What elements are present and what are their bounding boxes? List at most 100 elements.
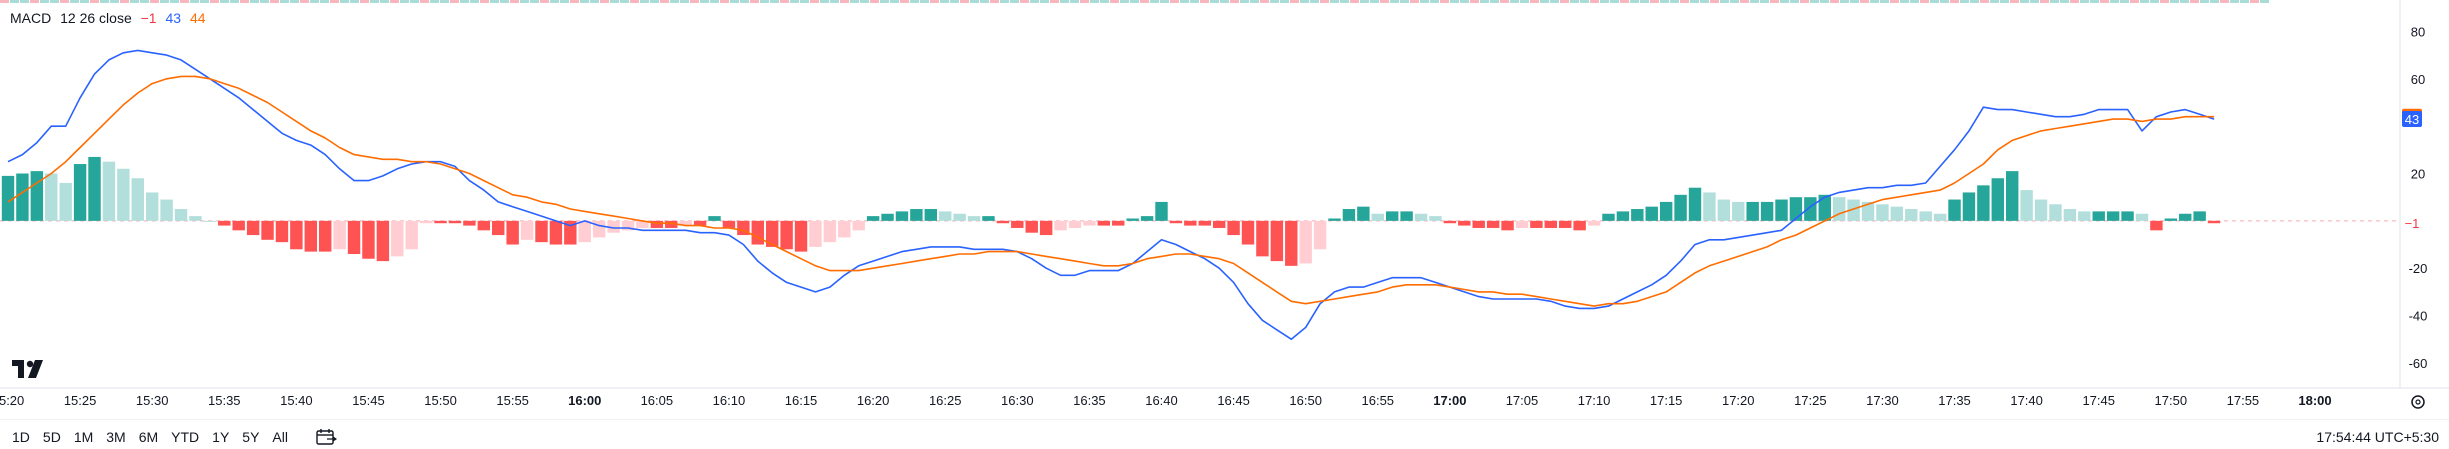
- x-tick-label: 15:30: [136, 393, 169, 408]
- histogram-bar-1740: [2020, 190, 2033, 221]
- histogram-bar-1750: [2164, 218, 2178, 221]
- histogram-bar-1533: [189, 216, 202, 221]
- histogram-bar-1734: [1933, 213, 1947, 221]
- histogram-bar-1522: [30, 171, 44, 221]
- histogram-bar-1655: [1371, 213, 1384, 221]
- histogram-bar-1627: [967, 216, 981, 221]
- x-tick-label: 17:00: [1433, 393, 1466, 408]
- histogram-bar-1735: [1948, 199, 1961, 221]
- histogram-bar-1553: [477, 220, 491, 231]
- timeframe-ytd-button[interactable]: YTD: [171, 429, 200, 445]
- histogram-bar-1652: [1328, 218, 1341, 221]
- last-value-badge: [2402, 215, 2422, 232]
- histogram-bar-1549: [419, 220, 433, 224]
- histogram-bar-1521: [16, 173, 29, 221]
- histogram-bar-1543: [333, 220, 346, 250]
- clock-timezone[interactable]: 17:54:44 UTC+5:30: [2316, 429, 2439, 445]
- x-tick-label: 17:25: [1794, 393, 1827, 408]
- histogram-bar-1558: [549, 220, 563, 245]
- x-tick-label: 17:55: [2227, 393, 2260, 408]
- x-tick-label: 17:05: [1506, 393, 1539, 408]
- histogram-bar-1646: [1241, 220, 1255, 245]
- histogram-bar-1645: [1227, 220, 1240, 236]
- histogram-bar-1622: [895, 211, 909, 221]
- x-tick-label: 17:30: [1866, 393, 1899, 408]
- x-tick-label: 15:50: [424, 393, 457, 408]
- histogram-bar-1729: [1861, 201, 1875, 221]
- legend-histogram-value: −1: [140, 10, 157, 26]
- histogram-bar-1712: [1616, 211, 1630, 221]
- gear-icon[interactable]: [2411, 395, 2425, 409]
- histogram-bar-1552: [463, 220, 476, 226]
- histogram-bar-1739: [2005, 171, 2019, 221]
- histogram-bar-1749: [2150, 220, 2163, 231]
- histogram-bar-1636: [1097, 220, 1111, 226]
- histogram-bar-1538: [261, 220, 274, 240]
- histogram-bar-1525: [73, 164, 87, 221]
- histogram-bar-1654: [1357, 206, 1370, 221]
- x-tick-label: 17:20: [1722, 393, 1755, 408]
- histogram-bar-1638: [1126, 218, 1139, 221]
- histogram-bar-1752: [2193, 211, 2206, 221]
- histogram-bar-1742: [2049, 204, 2062, 221]
- histogram-bar-1616: [809, 220, 822, 247]
- histogram-bar-1732: [1905, 209, 1918, 221]
- histogram-bar-1532: [174, 209, 188, 221]
- histogram-bar-1711: [1602, 213, 1615, 221]
- histogram-bar-1733: [1919, 211, 1932, 221]
- timeframe-5y-button[interactable]: 5Y: [242, 429, 260, 445]
- histogram-bar-1641: [1169, 220, 1183, 224]
- y-tick-label: -40: [2409, 309, 2428, 324]
- timeframe-1m-button[interactable]: 1M: [73, 429, 94, 445]
- legend-macd-value: 43: [165, 10, 182, 26]
- tradingview-logo-icon[interactable]: [12, 360, 46, 383]
- histogram-bar-1618: [838, 220, 851, 238]
- histogram-bar-1630: [1011, 220, 1024, 228]
- histogram-bar-1708: [1559, 220, 1572, 228]
- histogram-bar-1724: [1789, 197, 1803, 221]
- histogram-bar-1539: [275, 220, 289, 243]
- timeframe-3m-button[interactable]: 3M: [106, 429, 126, 445]
- histogram-bar-1658: [1414, 213, 1428, 221]
- histogram-bar-1701: [1458, 220, 1471, 226]
- x-tick-label: 17:45: [2082, 393, 2115, 408]
- calendar-range-icon[interactable]: [315, 428, 337, 446]
- histogram-bar-1623: [910, 209, 923, 221]
- timeframe-1y-button[interactable]: 1Y: [212, 429, 230, 445]
- histogram-bar-1723: [1775, 199, 1788, 221]
- macd-line: [7, 49, 2215, 340]
- histogram-bar-1744: [2078, 211, 2091, 221]
- histogram-bar-1607: [679, 220, 692, 226]
- histogram-bar-1751: [2179, 213, 2192, 221]
- histogram-bar-1610: [722, 220, 736, 228]
- histogram-bar-1741: [2034, 199, 2048, 221]
- histogram-bar-1613: [765, 220, 779, 247]
- histogram-bar-1731: [1890, 206, 1904, 221]
- macd-chart[interactable]: 80 60 20 -20 -40 -60 44 43 −1 15:20 15:25 15:30 15:3…: [0, 0, 2449, 420]
- timeframe-1d-button[interactable]: 1D: [12, 429, 30, 445]
- histogram-bar-1600: [578, 220, 591, 243]
- histogram-bar-1633: [1054, 220, 1067, 231]
- histogram-bar-1612: [751, 220, 764, 245]
- histogram-bar-1653: [1342, 209, 1356, 221]
- histogram-bar-1719: [1717, 199, 1731, 221]
- x-tick-label: 16:50: [1289, 393, 1322, 408]
- x-tick-label: 16:40: [1145, 393, 1178, 408]
- histogram-bar-1730: [1876, 204, 1889, 221]
- indicator-legend[interactable]: MACD 12 26 close −1 43 44: [10, 10, 211, 26]
- timeframe-5d-button[interactable]: 5D: [42, 429, 61, 445]
- timeframe-6m-button[interactable]: 6M: [138, 429, 159, 445]
- histogram-bar-1743: [2063, 209, 2077, 221]
- y-tick-label: -60: [2409, 356, 2428, 371]
- legend-params: 12 26 close: [60, 10, 132, 26]
- histogram-bar-1606: [665, 220, 678, 228]
- x-tick-label: 17:40: [2010, 393, 2043, 408]
- histogram-bar-1704: [1501, 220, 1514, 231]
- last-value-badge: [2402, 111, 2422, 128]
- top-panel-strip: [0, 0, 2269, 3]
- histogram-bar-1644: [1212, 220, 1226, 228]
- histogram-bar-1527: [102, 161, 116, 221]
- histogram-bar-1602: [607, 220, 620, 233]
- histogram-bar-1650: [1299, 220, 1312, 264]
- timeframe-all-button[interactable]: All: [272, 429, 288, 445]
